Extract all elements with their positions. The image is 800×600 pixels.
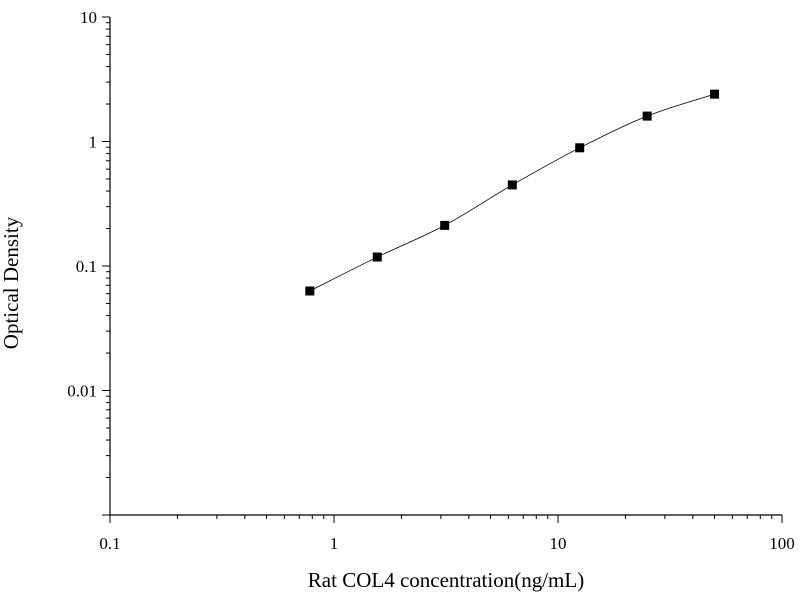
fit-curve bbox=[309, 93, 715, 292]
x-tick-label: 10 bbox=[550, 534, 567, 553]
tick-labels: 0.1 1 10 100 0.01 0.1 1 10 bbox=[67, 8, 795, 553]
y-tick-label: 1 bbox=[89, 133, 98, 152]
x-axis-title: Rat COL4 concentration(ng/mL) bbox=[308, 568, 584, 592]
data-points bbox=[305, 89, 720, 296]
y-axis-title: Optical Density bbox=[0, 216, 23, 349]
data-point bbox=[575, 143, 585, 153]
x-tick-label: 1 bbox=[330, 534, 339, 553]
data-point bbox=[305, 286, 315, 296]
data-point bbox=[710, 89, 720, 99]
axes bbox=[109, 17, 782, 516]
y-tick-label: 0.01 bbox=[67, 382, 97, 401]
data-point bbox=[642, 111, 652, 121]
data-point bbox=[440, 220, 450, 230]
x-tick-label: 0.1 bbox=[99, 534, 120, 553]
data-point bbox=[507, 180, 517, 190]
ticks bbox=[102, 16, 783, 523]
y-tick-label: 0.1 bbox=[76, 257, 97, 276]
data-point bbox=[372, 252, 382, 262]
x-tick-label: 100 bbox=[769, 534, 795, 553]
y-tick-label: 10 bbox=[80, 8, 97, 27]
